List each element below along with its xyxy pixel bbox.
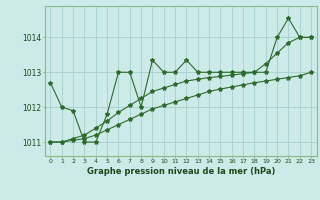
X-axis label: Graphe pression niveau de la mer (hPa): Graphe pression niveau de la mer (hPa) [87, 167, 275, 176]
